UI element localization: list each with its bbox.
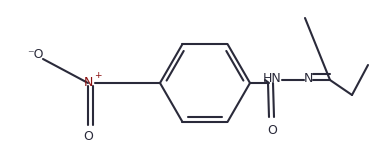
Text: N: N — [83, 76, 93, 90]
Text: HN: HN — [263, 72, 281, 86]
Text: +: + — [94, 72, 102, 81]
Text: O: O — [83, 130, 93, 144]
Text: N: N — [303, 72, 313, 86]
Text: O: O — [267, 124, 277, 138]
Text: ⁻O: ⁻O — [27, 48, 43, 60]
